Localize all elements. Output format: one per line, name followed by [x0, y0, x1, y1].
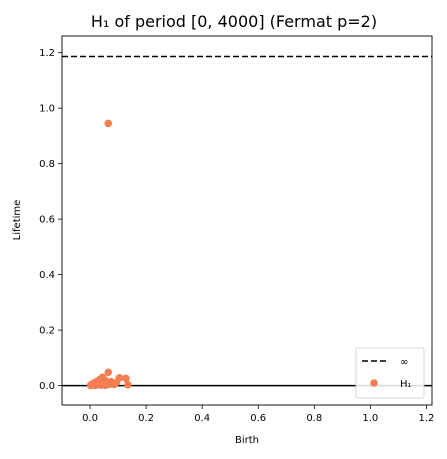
y-tick-label: 1.2: [39, 48, 55, 59]
x-tick-label: 0.6: [250, 413, 266, 424]
y-tick-label: 1.0: [39, 104, 55, 115]
h1-point: [122, 374, 130, 383]
x-tick-label: 0.2: [138, 413, 154, 424]
y-tick-label: 0.8: [39, 159, 55, 170]
legend-box: [355, 347, 425, 399]
plot-area: 0.0 0.2 0.4 0.6 0.8 1.0 1.2 0.0 0.2 0.4 0.6 0.8 1.0 1…: [39, 35, 434, 424]
h1-point: [104, 368, 113, 377]
x-tick-label: 0.8: [306, 413, 322, 424]
y-tick-label: 0.0: [39, 381, 55, 392]
legend-h1-label: H₁: [400, 379, 412, 390]
h1-point: [91, 381, 99, 390]
x-tick-label: 0.0: [82, 413, 98, 424]
y-tick-label: 0.2: [39, 326, 55, 337]
x-tick-label: 1.2: [418, 413, 434, 424]
chart-title: H₁ of period [0, 4000] (Fermat p=2): [91, 12, 377, 31]
h1-point: [124, 380, 132, 389]
legend-infinity-label: ∞: [400, 357, 408, 368]
x-axis-label: Birth: [235, 435, 259, 446]
y-axis-label: Lifetime: [12, 200, 23, 241]
axes-frame: [61, 35, 433, 406]
h1-point: [104, 119, 113, 128]
x-tick-label: 1.0: [362, 413, 378, 424]
legend-h1-swatch: [370, 379, 378, 387]
y-tick-label: 0.6: [39, 215, 55, 226]
x-tick-label: 0.4: [194, 413, 210, 424]
y-tick-label: 0.4: [39, 270, 55, 281]
h1-point: [110, 380, 118, 389]
h1-point: [101, 381, 110, 390]
